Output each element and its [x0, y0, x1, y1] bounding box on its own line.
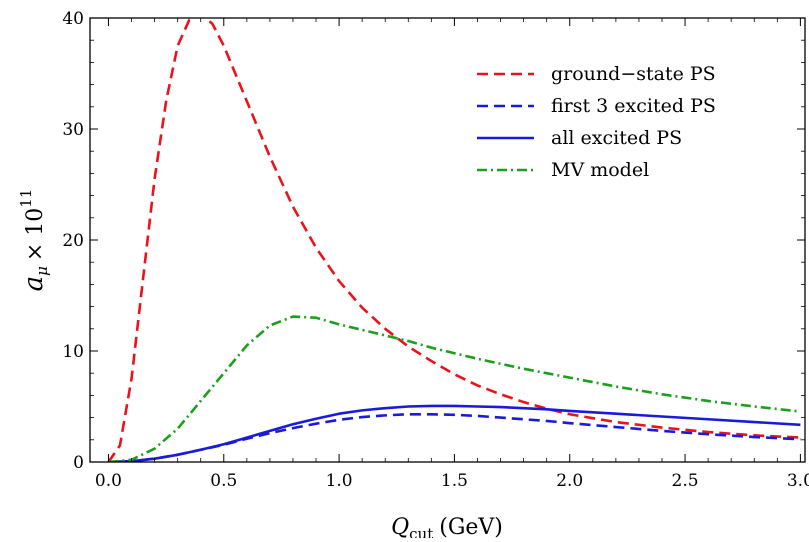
y-axis-title: aμ × 1011: [17, 189, 51, 292]
x-axis-subscript: cut: [409, 525, 433, 538]
y-tick-label: 0: [73, 453, 84, 473]
x-tick-label: 1.0: [326, 471, 353, 491]
series-line-2: [108, 404, 801, 462]
legend-label-2: all excited PS: [551, 127, 682, 149]
series-layer: [107, 18, 801, 462]
legend: ground−state PS first 3 excited PS all exc…: [477, 63, 716, 181]
y-tick-label: 30: [62, 120, 84, 140]
series-line-3: [108, 315, 801, 462]
y-tick-label: 20: [62, 231, 84, 251]
y-axis-multiplier: × 10: [23, 208, 48, 261]
x-tick-label: 2.0: [556, 471, 583, 491]
series-line-1: [108, 412, 801, 462]
x-tick-label: 0.5: [210, 471, 237, 491]
tick-layer: 0.0 0.5 1.0 1.5 2.0 2.5 3.0 0 10 20 30 40: [62, 9, 809, 491]
x-tick-label: 0.0: [95, 471, 122, 491]
x-axis-symbol: Q: [391, 515, 409, 538]
y-axis-symbol: a: [19, 276, 49, 292]
x-tick-label: 3.0: [787, 471, 809, 491]
y-tick-label: 40: [62, 9, 84, 29]
x-tick-label: 2.5: [672, 471, 699, 491]
legend-label-1: first 3 excited PS: [551, 95, 716, 117]
y-tick-label: 10: [62, 342, 84, 362]
legend-label-0: ground−state PS: [551, 63, 716, 85]
x-tick-label: 1.5: [441, 471, 468, 491]
series-line-0: [107, 18, 801, 462]
x-axis-title: Qcut (GeV): [391, 515, 503, 538]
x-axis-unit: (GeV): [439, 515, 503, 538]
legend-label-3: MV model: [551, 159, 649, 181]
y-axis-subscript: μ: [33, 266, 51, 276]
y-axis-exponent: 11: [17, 189, 35, 208]
